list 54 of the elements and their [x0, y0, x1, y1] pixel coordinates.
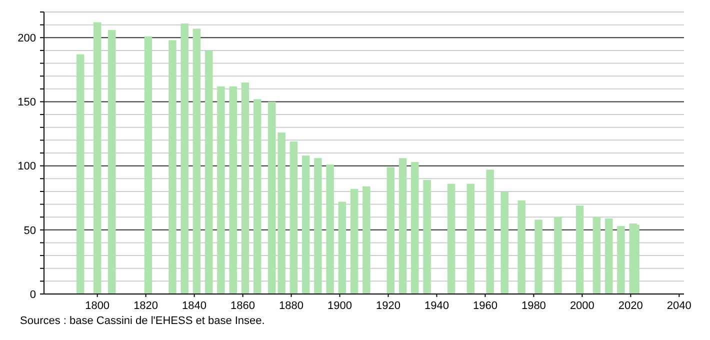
x-tick-label: 1860 — [230, 300, 256, 312]
bar — [253, 99, 262, 294]
x-tick-label: 1900 — [328, 300, 352, 312]
x-tick-label: 1880 — [279, 300, 304, 312]
bar — [144, 36, 152, 294]
bar — [362, 186, 370, 294]
bar — [93, 22, 102, 294]
bar — [447, 184, 456, 294]
bar — [604, 218, 613, 294]
bar — [398, 158, 407, 294]
bar — [576, 206, 584, 294]
bar — [192, 28, 201, 294]
bar — [326, 164, 334, 294]
bar — [423, 180, 431, 294]
x-tick-label: 2040 — [666, 300, 692, 312]
bar — [241, 82, 250, 294]
x-tick-label: 1920 — [376, 300, 400, 312]
bar — [617, 226, 625, 294]
y-tick-label: 50 — [24, 224, 36, 237]
y-tick-label: 200 — [18, 32, 36, 44]
bar — [518, 200, 526, 294]
x-tick-label: 1820 — [134, 300, 158, 312]
bar — [411, 162, 419, 294]
x-tick-label: 1960 — [472, 300, 498, 312]
x-tick-label: 1980 — [521, 300, 546, 312]
bar — [554, 217, 562, 294]
bar — [386, 167, 395, 294]
bar — [592, 217, 601, 294]
x-tick-label: 2000 — [570, 300, 594, 312]
bar — [302, 156, 310, 294]
source-note: Sources : base Cassini de l'EHESS et base Insee. — [20, 315, 265, 327]
x-tick-label: 2020 — [618, 300, 643, 312]
bar — [350, 188, 358, 294]
bar — [204, 50, 213, 294]
bar — [180, 24, 188, 294]
y-tick-label: 150 — [18, 96, 36, 109]
bar — [217, 86, 225, 294]
bar — [500, 191, 508, 294]
bar — [229, 86, 237, 294]
y-tick-label: 0 — [30, 288, 36, 301]
bar — [108, 30, 116, 294]
y-tick-label: 100 — [18, 160, 36, 173]
bar — [629, 224, 637, 294]
x-tick-label: 1800 — [85, 300, 110, 312]
bar — [76, 54, 84, 294]
bar — [314, 158, 322, 294]
bar — [466, 184, 475, 294]
x-tick-label: 1840 — [182, 300, 207, 312]
bar — [486, 170, 494, 294]
bar — [534, 220, 542, 294]
bar — [338, 202, 346, 294]
bar — [168, 40, 176, 294]
bar — [290, 141, 298, 294]
x-tick-label: 1940 — [424, 300, 449, 312]
